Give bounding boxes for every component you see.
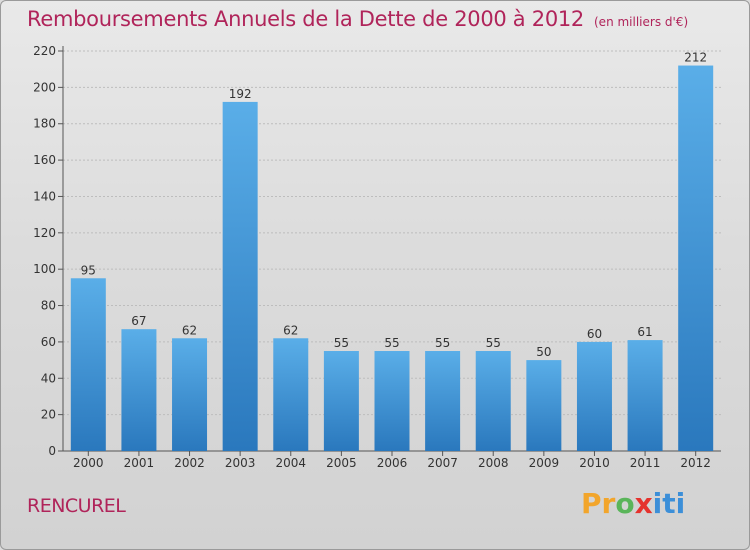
logo-letter: i xyxy=(675,487,686,520)
y-tick-label: 80 xyxy=(41,299,56,313)
y-tick-label: 20 xyxy=(41,408,56,422)
town-name: RENCUREL xyxy=(27,495,126,517)
y-tick-label: 180 xyxy=(33,117,56,131)
logo-letter: o xyxy=(615,487,635,520)
value-label: 55 xyxy=(334,336,349,350)
x-tick-label: 2010 xyxy=(579,456,610,470)
y-tick-labels: 0 20 40 60 80 100 120 140 160 180 200 220 xyxy=(33,44,56,458)
value-label: 62 xyxy=(182,323,197,337)
bar-2006 xyxy=(374,351,410,451)
y-tick-label: 0 xyxy=(48,444,56,458)
bar-2011 xyxy=(627,340,663,451)
value-label: 55 xyxy=(384,336,399,350)
chart-subtitle: (en milliers d'€) xyxy=(594,15,689,29)
y-tick-label: 40 xyxy=(41,371,56,385)
x-tick-label: 2002 xyxy=(174,456,205,470)
bar-2008 xyxy=(475,351,511,451)
value-label: 61 xyxy=(637,325,652,339)
value-label: 67 xyxy=(131,314,146,328)
y-tick-label: 120 xyxy=(33,226,56,240)
x-tick-label: 2005 xyxy=(326,456,357,470)
value-label: 212 xyxy=(684,51,707,65)
bar-2009 xyxy=(526,360,562,451)
x-tick-label: 2007 xyxy=(427,456,458,470)
logo-letter: P xyxy=(581,487,602,520)
value-label: 62 xyxy=(283,323,298,337)
value-label: 192 xyxy=(229,87,252,101)
value-label: 50 xyxy=(536,345,551,359)
y-tick-label: 220 xyxy=(33,44,56,58)
logo-letter: r xyxy=(601,487,616,520)
value-labels: 95 67 62 192 62 55 55 55 55 50 60 61 212 xyxy=(81,51,707,360)
chart-title: Remboursements Annuels de la Dette de 20… xyxy=(27,7,688,31)
x-tick-label: 2000 xyxy=(73,456,104,470)
bar-2001 xyxy=(121,329,157,451)
bar-2002 xyxy=(172,338,208,451)
bar-2012 xyxy=(678,65,714,451)
bar-2005 xyxy=(323,351,359,451)
y-tick-label: 60 xyxy=(41,335,56,349)
x-tick-label: 2008 xyxy=(478,456,509,470)
y-tick-label: 200 xyxy=(33,80,56,94)
x-tick-label: 2001 xyxy=(124,456,155,470)
proxiti-logo: Proxiti xyxy=(581,487,685,520)
bar-2007 xyxy=(425,351,461,451)
x-tick-label: 2011 xyxy=(630,456,661,470)
value-label: 95 xyxy=(81,263,96,277)
bar-2010 xyxy=(576,341,612,451)
y-tick-label: 140 xyxy=(33,189,56,203)
x-tick-label: 2012 xyxy=(680,456,711,470)
bar-2004 xyxy=(273,338,309,451)
chart-title-text: Remboursements Annuels de la Dette de 20… xyxy=(27,7,584,31)
value-label: 60 xyxy=(587,327,602,341)
value-label: 55 xyxy=(486,336,501,350)
bars xyxy=(70,65,714,451)
x-tick-label: 2003 xyxy=(225,456,256,470)
x-tick-labels: 2000 2001 2002 2003 2004 2005 2006 2007 2008 2009… xyxy=(73,451,711,470)
y-tick-label: 160 xyxy=(33,153,56,167)
bar-2000 xyxy=(70,278,106,451)
logo-letter: x xyxy=(634,487,653,520)
logo-letter: i xyxy=(652,487,663,520)
x-tick-label: 2009 xyxy=(529,456,560,470)
x-tick-label: 2006 xyxy=(377,456,408,470)
y-tick-label: 100 xyxy=(33,262,56,276)
bar-2003 xyxy=(222,101,258,451)
logo-letter: t xyxy=(662,487,676,520)
x-tick-label: 2004 xyxy=(275,456,306,470)
value-label: 55 xyxy=(435,336,450,350)
